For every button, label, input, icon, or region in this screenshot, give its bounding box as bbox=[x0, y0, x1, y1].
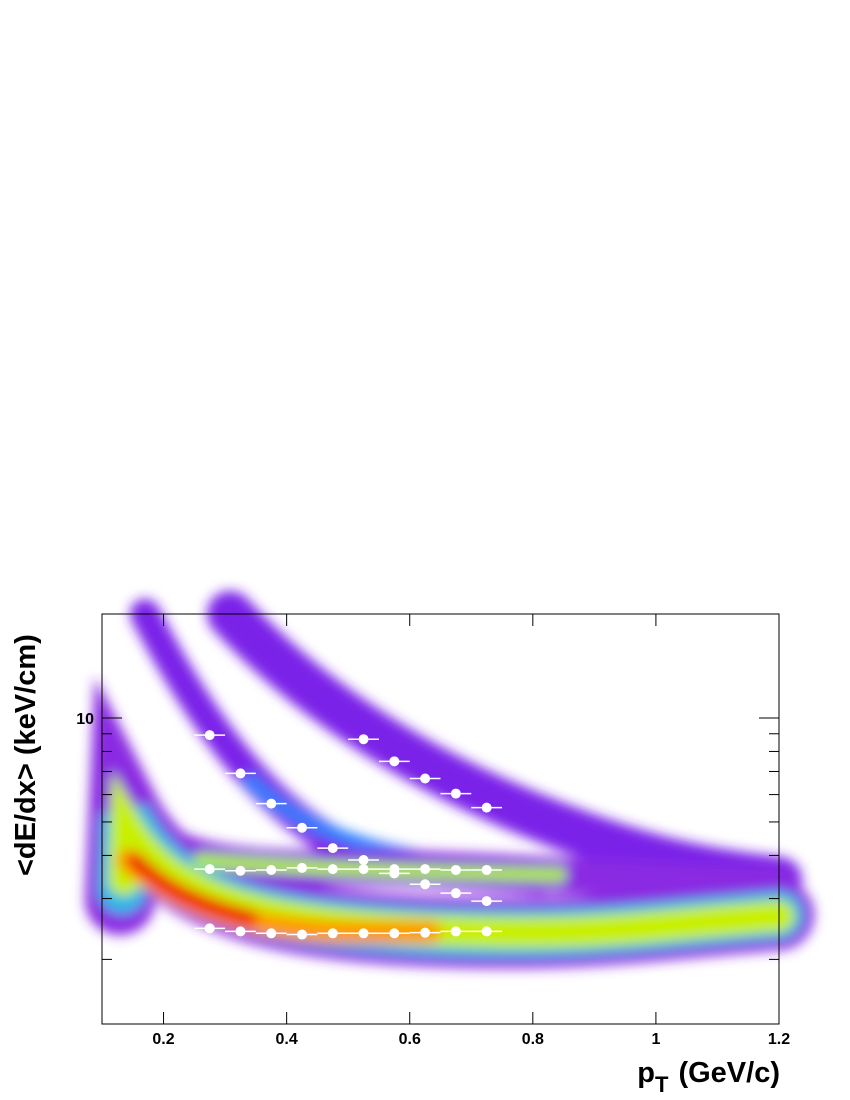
marker bbox=[450, 864, 461, 875]
x-title-subscript: T bbox=[655, 1072, 669, 1097]
x-tick-label: 0.4 bbox=[276, 1031, 298, 1048]
marker bbox=[481, 802, 492, 813]
marker bbox=[420, 773, 431, 784]
marker bbox=[389, 756, 400, 767]
marker bbox=[450, 926, 461, 937]
marker bbox=[235, 865, 246, 876]
x-tick-label: 0.2 bbox=[152, 1031, 174, 1048]
marker bbox=[481, 864, 492, 875]
x-tick-label: 1.2 bbox=[768, 1031, 790, 1048]
marker bbox=[420, 879, 431, 890]
x-title-base: p bbox=[637, 1057, 655, 1089]
marker bbox=[235, 926, 246, 937]
marker bbox=[327, 928, 338, 939]
marker bbox=[420, 864, 431, 875]
marker bbox=[389, 928, 400, 939]
y-axis-title: <dE/dx> (keV/cm) bbox=[10, 634, 42, 876]
y-tick-label: 10 bbox=[76, 711, 94, 728]
marker bbox=[358, 854, 369, 865]
marker bbox=[420, 927, 431, 938]
marker bbox=[266, 798, 277, 809]
marker bbox=[481, 896, 492, 907]
x-tick-label: 0.8 bbox=[522, 1031, 544, 1048]
marker bbox=[204, 864, 215, 875]
marker bbox=[297, 929, 308, 940]
marker bbox=[358, 928, 369, 939]
marker bbox=[450, 788, 461, 799]
marker bbox=[327, 843, 338, 854]
markers bbox=[194, 730, 503, 940]
marker bbox=[235, 768, 246, 779]
x-title-unit: (GeV/c) bbox=[678, 1057, 780, 1089]
density-map bbox=[85, 591, 814, 969]
marker bbox=[358, 864, 369, 875]
x-tick-label: 1 bbox=[651, 1031, 660, 1048]
marker bbox=[297, 862, 308, 873]
plot-frame bbox=[101, 613, 780, 1025]
marker bbox=[266, 928, 277, 939]
marker bbox=[481, 926, 492, 937]
marker bbox=[297, 822, 308, 833]
marker bbox=[266, 864, 277, 875]
marker bbox=[358, 734, 369, 745]
x-axis-title: pT (GeV/c) bbox=[637, 1057, 780, 1097]
marker bbox=[327, 864, 338, 875]
marker bbox=[204, 730, 215, 741]
marker bbox=[204, 923, 215, 934]
x-tick-label: 0.6 bbox=[399, 1031, 421, 1048]
marker bbox=[450, 888, 461, 899]
marker bbox=[389, 868, 400, 879]
